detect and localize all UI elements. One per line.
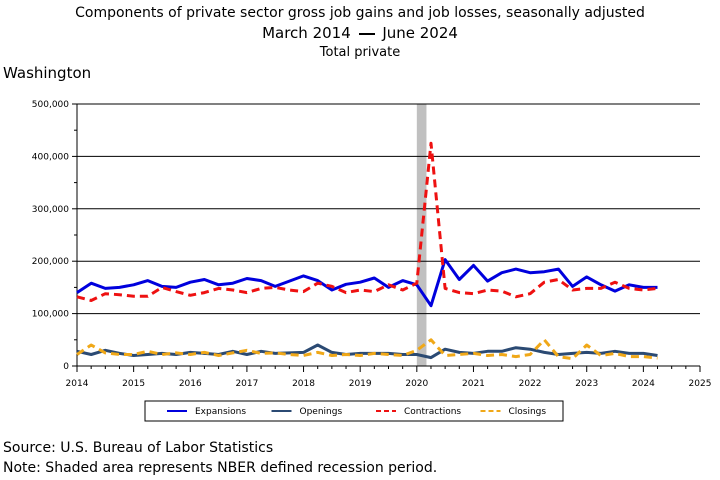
x-tick-label: 2025 (689, 379, 712, 389)
region-label: Washington (3, 64, 92, 82)
series-line-openings (76, 343, 658, 360)
x-tick-label: 2016 (179, 379, 202, 389)
x-tick-label: 2022 (519, 379, 542, 389)
legend-label-openings: Openings (300, 407, 343, 417)
legend-box (144, 400, 564, 422)
date-end: June 2024 (382, 24, 458, 42)
y-tick-label: 0 (63, 362, 69, 372)
date-start: March 2014 (262, 24, 351, 42)
x-tick-label: 2015 (122, 379, 145, 389)
x-tick-label: 2024 (632, 379, 655, 389)
legend-dash-glyph (358, 32, 375, 35)
x-tick-label: 2023 (575, 379, 598, 389)
chart-subtitle-dates: March 2014 June 2024 (0, 24, 720, 42)
chart-area: 0 100,000 200,000 300,000 400,000 500,000 2014… (32, 100, 712, 422)
y-tick-label: 500,000 (32, 100, 69, 110)
series-line-closings (76, 338, 658, 361)
x-tick-label: 2018 (292, 379, 315, 389)
chart-title: Components of private sector gross job g… (75, 5, 645, 21)
chart-subtitle-series: Total private (319, 45, 401, 60)
y-tick-label: 400,000 (32, 152, 69, 162)
series-line-expansions (76, 258, 658, 308)
legend-label-contractions: Contractions (404, 407, 461, 417)
source-note: Source: U.S. Bureau of Labor Statistics (3, 440, 274, 456)
legend-label-expansions: Expansions (195, 407, 246, 417)
x-tick-label: 2021 (462, 379, 485, 389)
x-tick-label: 2017 (235, 379, 258, 389)
legend-label-closings: Closings (509, 407, 547, 417)
x-tick-label: 2014 (66, 379, 89, 389)
y-tick-label: 300,000 (32, 205, 69, 215)
y-tick-label: 200,000 (32, 257, 69, 267)
x-tick-label: 2020 (405, 379, 428, 389)
x-tick-label: 2019 (349, 379, 372, 389)
recession-note: Note: Shaded area represents NBER define… (3, 460, 438, 476)
series-line-contractions (76, 141, 658, 302)
y-tick-label: 100,000 (32, 310, 69, 320)
